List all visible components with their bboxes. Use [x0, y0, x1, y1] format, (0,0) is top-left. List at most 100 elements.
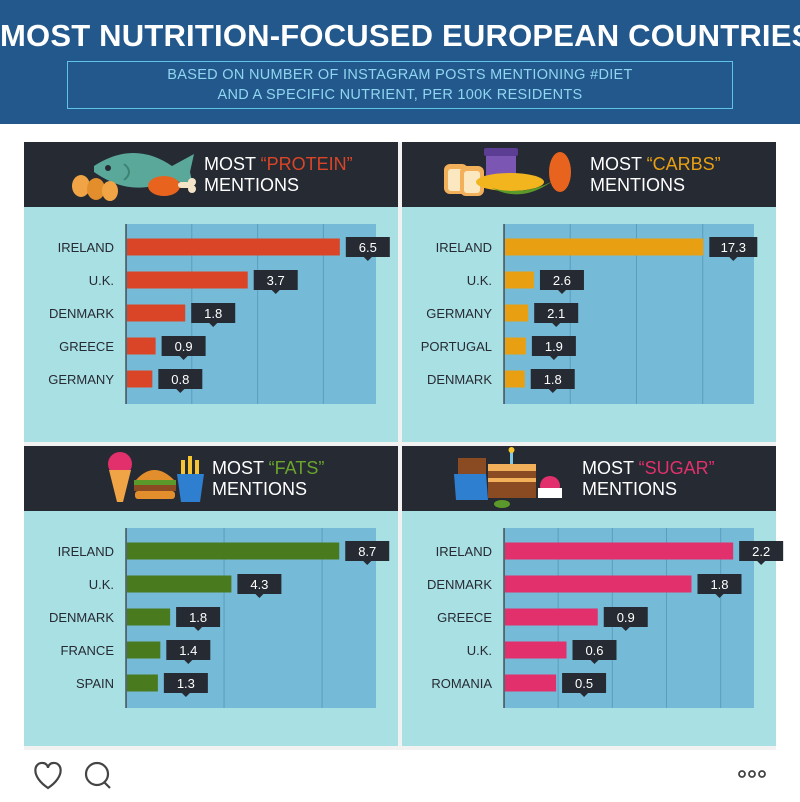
value-label-pointer: [590, 660, 599, 664]
value-label-pointer: [621, 627, 630, 631]
value-label-pointer: [363, 561, 372, 565]
value-label: 1.8: [189, 610, 207, 625]
value-label-box: [163, 673, 208, 693]
bar: [127, 370, 153, 388]
value-label-box: [176, 607, 221, 627]
bar: [127, 674, 158, 692]
bar: [505, 271, 534, 289]
protein-chart-panel: MOST “PROTEIN” MENTIONS IRELAND 6.5 U.K. 3.…: [24, 142, 398, 442]
value-label-pointer: [757, 561, 766, 565]
category-label: IRELAND: [58, 240, 114, 255]
value-label: 1.3: [177, 676, 195, 691]
protein-bar-chart: IRELAND 6.5 U.K. 3.7 DENMARK 1.8 GREECE 0.9 GERM…: [48, 224, 390, 404]
title-prefix: MOST: [204, 154, 261, 174]
title-highlight: “FATS”: [268, 458, 325, 478]
value-label-box: [572, 640, 617, 660]
value-label-box: [161, 336, 206, 356]
category-label: GREECE: [59, 339, 114, 354]
title-prefix: MOST: [590, 154, 647, 174]
bar: [505, 641, 567, 659]
value-label-box: [345, 541, 390, 561]
category-label: FRANCE: [61, 643, 115, 658]
value-label-box: [739, 541, 784, 561]
bar: [127, 238, 340, 256]
bar: [505, 608, 598, 626]
value-label-pointer: [194, 627, 203, 631]
category-label: U.K.: [89, 273, 114, 288]
value-label-box: [345, 237, 390, 257]
carbs-chart-panel: MOST “CARBS” MENTIONS IRELAND 17.3 U.K. 2.6…: [402, 142, 776, 442]
value-label-box: [709, 237, 758, 257]
value-label: 1.9: [545, 339, 563, 354]
value-label-pointer: [181, 693, 190, 697]
title-highlight: “CARBS”: [646, 154, 721, 174]
category-label: SPAIN: [76, 676, 114, 691]
protein-food-icon: [72, 153, 196, 201]
value-label: 0.5: [575, 676, 593, 691]
sugar-food-icon: [454, 447, 562, 508]
category-label: U.K.: [89, 577, 114, 592]
more-options-icon[interactable]: [738, 770, 766, 778]
subtitle-line-1: BASED ON NUMBER OF INSTAGRAM POSTS MENTI…: [167, 67, 633, 83]
value-label-pointer: [363, 257, 372, 261]
panel-header: MOST “CARBS” MENTIONS: [402, 142, 776, 207]
category-label: GERMANY: [48, 372, 114, 387]
value-label-box: [697, 574, 742, 594]
bar: [505, 575, 692, 593]
panel-header: MOST “FATS” MENTIONS: [24, 446, 398, 511]
bar: [127, 304, 186, 322]
bar: [127, 575, 232, 593]
value-label: 0.9: [175, 339, 193, 354]
value-label-pointer: [548, 389, 557, 393]
bar: [505, 337, 526, 355]
value-label: 0.9: [617, 610, 635, 625]
panel-header: MOST “PROTEIN” MENTIONS: [24, 142, 398, 207]
bar: [505, 674, 557, 692]
value-label: 0.8: [171, 372, 189, 387]
category-label: DENMARK: [427, 372, 492, 387]
value-label-pointer: [557, 290, 566, 294]
category-label: DENMARK: [427, 577, 492, 592]
value-label-pointer: [715, 594, 724, 598]
category-label: IRELAND: [436, 240, 492, 255]
value-label-box: [253, 270, 298, 290]
carbs-bar-chart: IRELAND 17.3 U.K. 2.6 GERMANY 2.1 PORTUGAL 1.9 D…: [421, 224, 758, 404]
title-suffix: MENTIONS: [582, 479, 678, 499]
page-title: MOST NUTRITION-FOCUSED EUROPEAN COUNTRIE…: [0, 18, 800, 53]
value-label-pointer: [209, 323, 218, 327]
post-footer: [0, 750, 800, 802]
value-label-box: [166, 640, 211, 660]
value-label: 0.6: [585, 643, 603, 658]
value-label-box: [534, 303, 579, 323]
header-banner: MOST NUTRITION-FOCUSED EUROPEAN COUNTRIE…: [0, 0, 800, 124]
comment-icon[interactable]: [84, 761, 111, 789]
panel-title: MOST “PROTEIN” MENTIONS: [204, 154, 353, 196]
title-highlight: “SUGAR”: [638, 458, 715, 478]
panel-title: MOST “FATS” MENTIONS: [212, 458, 324, 500]
title-prefix: MOST: [582, 458, 639, 478]
fats-food-icon: [108, 452, 204, 502]
category-label: U.K.: [467, 273, 492, 288]
value-label: 3.7: [267, 273, 285, 288]
panel-title: MOST “CARBS” MENTIONS: [590, 154, 721, 196]
subtitle-line-2: AND A SPECIFIC NUTRIENT, PER 100K RESIDE…: [217, 87, 583, 103]
value-label-box: [603, 607, 648, 627]
bar: [127, 271, 248, 289]
sugar-bar-chart: IRELAND 2.2 DENMARK 1.8 GREECE 0.9 U.K. 0.6 ROMA…: [427, 528, 784, 708]
category-label: GREECE: [437, 610, 492, 625]
category-label: DENMARK: [49, 306, 114, 321]
value-label-box: [237, 574, 282, 594]
bar: [127, 542, 340, 560]
heart-icon[interactable]: [34, 761, 62, 790]
sugar-chart-panel: MOST “SUGAR” MENTIONS IRELAND 2.2 DENMARK 1…: [402, 446, 784, 746]
value-label-pointer: [255, 594, 264, 598]
value-label: 1.8: [204, 306, 222, 321]
footer-icons: [34, 761, 766, 790]
value-label: 1.8: [544, 372, 562, 387]
value-label-pointer: [179, 356, 188, 360]
bar: [505, 542, 734, 560]
value-label-box: [562, 673, 607, 693]
category-label: GERMANY: [426, 306, 492, 321]
bar: [505, 304, 529, 322]
bar: [127, 641, 161, 659]
